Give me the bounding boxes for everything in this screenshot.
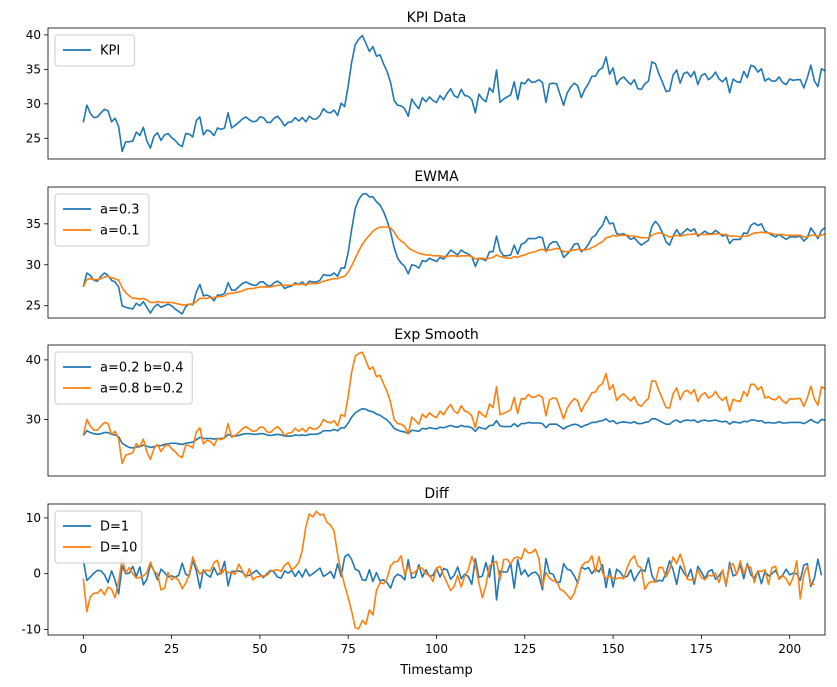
chart3-series-0-line bbox=[82, 553, 823, 601]
chart3-series-1-line bbox=[82, 510, 815, 630]
chart1-ytick-label: 35 bbox=[26, 217, 41, 231]
chart1-legend: a=0.3 a=0.1 bbox=[54, 193, 150, 247]
chart1-title: EWMA bbox=[414, 169, 459, 185]
chart3-xtick-label: 25 bbox=[164, 642, 179, 656]
chart3-xtick-label: 0 bbox=[79, 642, 87, 656]
chart1-frame bbox=[47, 186, 826, 319]
chart3-xtick-label: 125 bbox=[513, 642, 536, 656]
chart3-legend: D=1 D=10 bbox=[54, 510, 143, 564]
chart1-ytick-label: 30 bbox=[26, 258, 41, 272]
chart0-ytick-label: 40 bbox=[26, 28, 41, 42]
chart0-ytick-label: 30 bbox=[26, 97, 41, 111]
chart0-frame bbox=[47, 27, 826, 160]
chart3-ytick-label: 0 bbox=[33, 567, 41, 581]
chart3-xtick-label: 100 bbox=[425, 642, 448, 656]
chart0-title: KPI Data bbox=[407, 10, 467, 26]
chart3-xtick-label: 50 bbox=[252, 642, 267, 656]
chart0-legend-box bbox=[54, 34, 136, 67]
chart0-legend: KPI bbox=[54, 34, 136, 67]
chart1-ytick-label: 25 bbox=[26, 299, 41, 313]
chart2-axes: Exp Smooth 30 40 a=0.2 b=0.4 a=0.8 b=0.2 bbox=[26, 327, 826, 477]
chart3-title: Diff bbox=[424, 486, 449, 502]
chart0-ytick-label: 25 bbox=[26, 131, 41, 145]
chart1-legend-label: a=0.3 bbox=[100, 203, 140, 218]
chart2-ytick-label: 30 bbox=[26, 412, 41, 426]
chart3-legend-box bbox=[54, 510, 143, 564]
chart2-title: Exp Smooth bbox=[394, 327, 479, 343]
chart3-legend-label: D=1 bbox=[100, 520, 129, 535]
chart3-frame bbox=[47, 503, 826, 636]
chart2-ytick-label: 40 bbox=[26, 353, 41, 367]
chart3-xlabel: Timestamp bbox=[399, 663, 473, 678]
chart2-legend-label: a=0.2 b=0.4 bbox=[100, 361, 183, 376]
chart2-legend: a=0.2 b=0.4 a=0.8 b=0.2 bbox=[54, 351, 193, 405]
chart3-xtick-label: 175 bbox=[690, 642, 713, 656]
chart3-ytick-label: -10 bbox=[21, 622, 41, 636]
chart2-frame bbox=[47, 344, 826, 477]
chart0-axes: KPI Data 25 30 35 40 KPI bbox=[26, 10, 826, 160]
chart0-ytick-label: 35 bbox=[26, 62, 41, 76]
chart2-series-0-line bbox=[82, 407, 825, 449]
chart1-axes: EWMA 25 30 35 a=0.3 a=0.1 bbox=[26, 169, 826, 319]
chart1-legend-label: a=0.1 bbox=[100, 224, 140, 239]
chart1-legend-box bbox=[54, 193, 150, 247]
chart3-xtick-label: 75 bbox=[341, 642, 356, 656]
chart0-series-0-line bbox=[82, 34, 825, 153]
chart1-series-0-line bbox=[82, 192, 825, 315]
chart2-legend-label: a=0.8 b=0.2 bbox=[100, 382, 183, 397]
chart2-legend-box bbox=[54, 351, 193, 405]
chart3-legend-label: D=10 bbox=[100, 541, 137, 556]
chart3-xtick-label: 150 bbox=[602, 642, 625, 656]
chart2-series-1-line bbox=[82, 351, 825, 465]
chart3-ytick-label: 10 bbox=[26, 511, 41, 525]
chart1-series-1-line bbox=[82, 226, 825, 306]
chart0-legend-label: KPI bbox=[100, 44, 120, 59]
chart3-xtick-label: 200 bbox=[778, 642, 801, 656]
